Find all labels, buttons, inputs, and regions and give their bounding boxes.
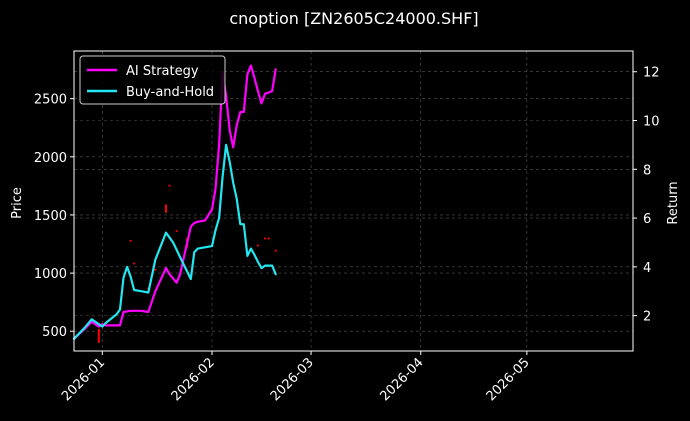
price-mark xyxy=(164,204,167,213)
price-mark xyxy=(256,244,259,247)
y-tick-label: 1000 xyxy=(34,267,67,282)
chart-title: cnoption [ZN2605C24000.SHF] xyxy=(229,9,478,28)
legend: AI Strategy Buy-and-Hold xyxy=(79,55,226,105)
y2-tick-label: 12 xyxy=(643,66,660,81)
price-mark xyxy=(97,328,100,343)
y-axis-title: Price xyxy=(10,187,25,219)
y2-tick-label: 2 xyxy=(643,310,651,325)
legend-label-ai-strategy: AI Strategy xyxy=(126,64,199,79)
series-line-ai-strategy xyxy=(72,64,277,340)
price-mark xyxy=(264,237,267,240)
y-tick-label: 1500 xyxy=(34,209,67,224)
y-tick-label: 500 xyxy=(42,325,67,340)
legend-label-buy-and-hold: Buy-and-Hold xyxy=(126,85,214,100)
y-axis-left: 500 1000 1500 2000 2500 xyxy=(34,93,74,340)
series-lines xyxy=(72,64,277,340)
price-mark xyxy=(133,262,136,265)
series-line-buy-and-hold xyxy=(72,143,277,340)
y2-tick-label: 4 xyxy=(643,261,651,276)
price-mark xyxy=(175,230,178,232)
y-axis-right: 2 4 6 8 10 12 xyxy=(633,66,660,325)
plot-area-frame xyxy=(73,50,634,352)
y2-tick-label: 10 xyxy=(643,115,660,130)
price-mark xyxy=(154,269,157,271)
y2-tick-label: 8 xyxy=(643,163,651,178)
price-mark xyxy=(267,237,270,240)
y-tick-label: 2500 xyxy=(34,93,67,108)
y2-axis-title: Return xyxy=(666,181,681,224)
y-tick-label: 2000 xyxy=(34,151,67,166)
price-mark xyxy=(168,184,171,187)
price-mark xyxy=(129,239,132,242)
price-mark xyxy=(274,249,277,252)
y2-tick-label: 6 xyxy=(643,212,651,227)
